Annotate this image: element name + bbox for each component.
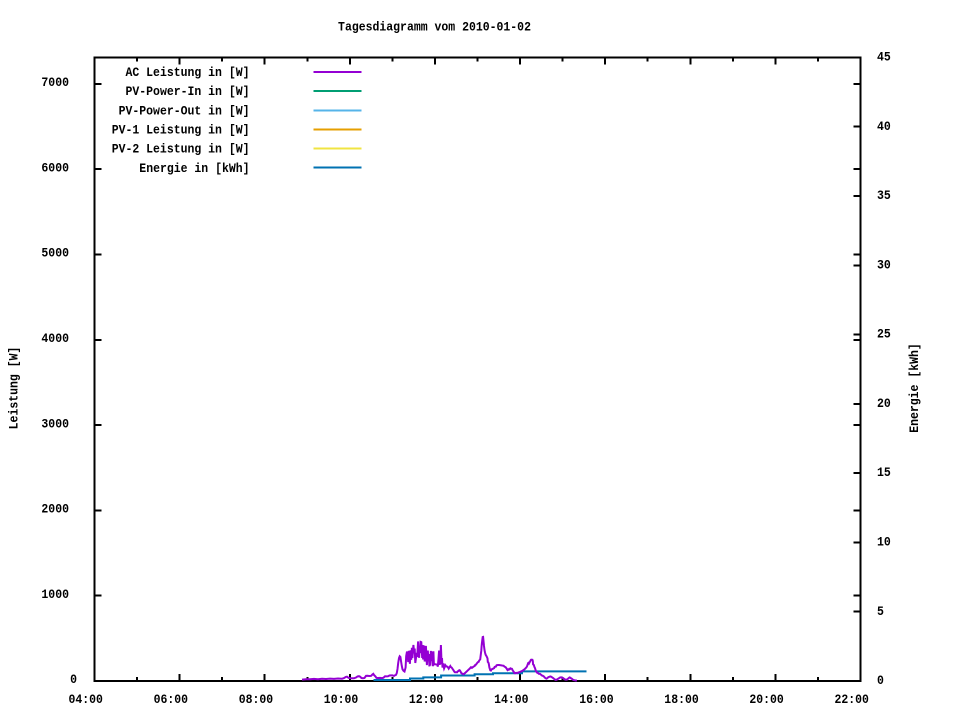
svg-text:18:00: 18:00 [664,692,698,707]
svg-text:06:00: 06:00 [154,692,188,707]
svg-text:0: 0 [70,672,77,687]
svg-text:5: 5 [877,604,884,619]
svg-text:Energie in [kWh]: Energie in [kWh] [139,161,249,176]
svg-text:3000: 3000 [41,416,69,431]
svg-text:4000: 4000 [41,331,69,346]
svg-text:12:00: 12:00 [409,692,443,707]
svg-text:6000: 6000 [41,160,69,175]
svg-text:PV-1 Leistung in [W]: PV-1 Leistung in [W] [112,123,250,138]
svg-text:40: 40 [877,119,891,134]
svg-text:PV-Power-In in [W]: PV-Power-In in [W] [126,84,250,99]
svg-text:25: 25 [877,327,891,342]
svg-text:2000: 2000 [41,502,69,517]
svg-text:0: 0 [877,673,884,688]
svg-text:PV-Power-Out in [W]: PV-Power-Out in [W] [119,103,250,118]
svg-text:AC Leistung in [W]: AC Leistung in [W] [126,65,250,80]
svg-text:Energie [kWh]: Energie [kWh] [907,343,922,433]
svg-text:14:00: 14:00 [494,692,528,707]
svg-text:15: 15 [877,465,891,480]
svg-text:04:00: 04:00 [69,692,103,707]
svg-text:20: 20 [877,396,891,411]
svg-text:35: 35 [877,188,891,203]
svg-text:45: 45 [877,50,891,65]
svg-text:20:00: 20:00 [749,692,783,707]
svg-text:5000: 5000 [41,246,69,261]
svg-text:1000: 1000 [41,587,69,602]
svg-text:PV-2 Leistung in [W]: PV-2 Leistung in [W] [112,142,250,157]
svg-text:Tagesdiagramm vom 2010-01-02: Tagesdiagramm vom 2010-01-02 [338,19,531,34]
svg-text:16:00: 16:00 [579,692,613,707]
svg-text:10:00: 10:00 [324,692,358,707]
svg-text:22:00: 22:00 [835,692,869,707]
svg-text:7000: 7000 [41,75,69,90]
svg-text:30: 30 [877,257,891,272]
svg-text:10: 10 [877,535,891,550]
svg-text:Leistung [W]: Leistung [W] [7,347,22,430]
svg-text:08:00: 08:00 [239,692,273,707]
